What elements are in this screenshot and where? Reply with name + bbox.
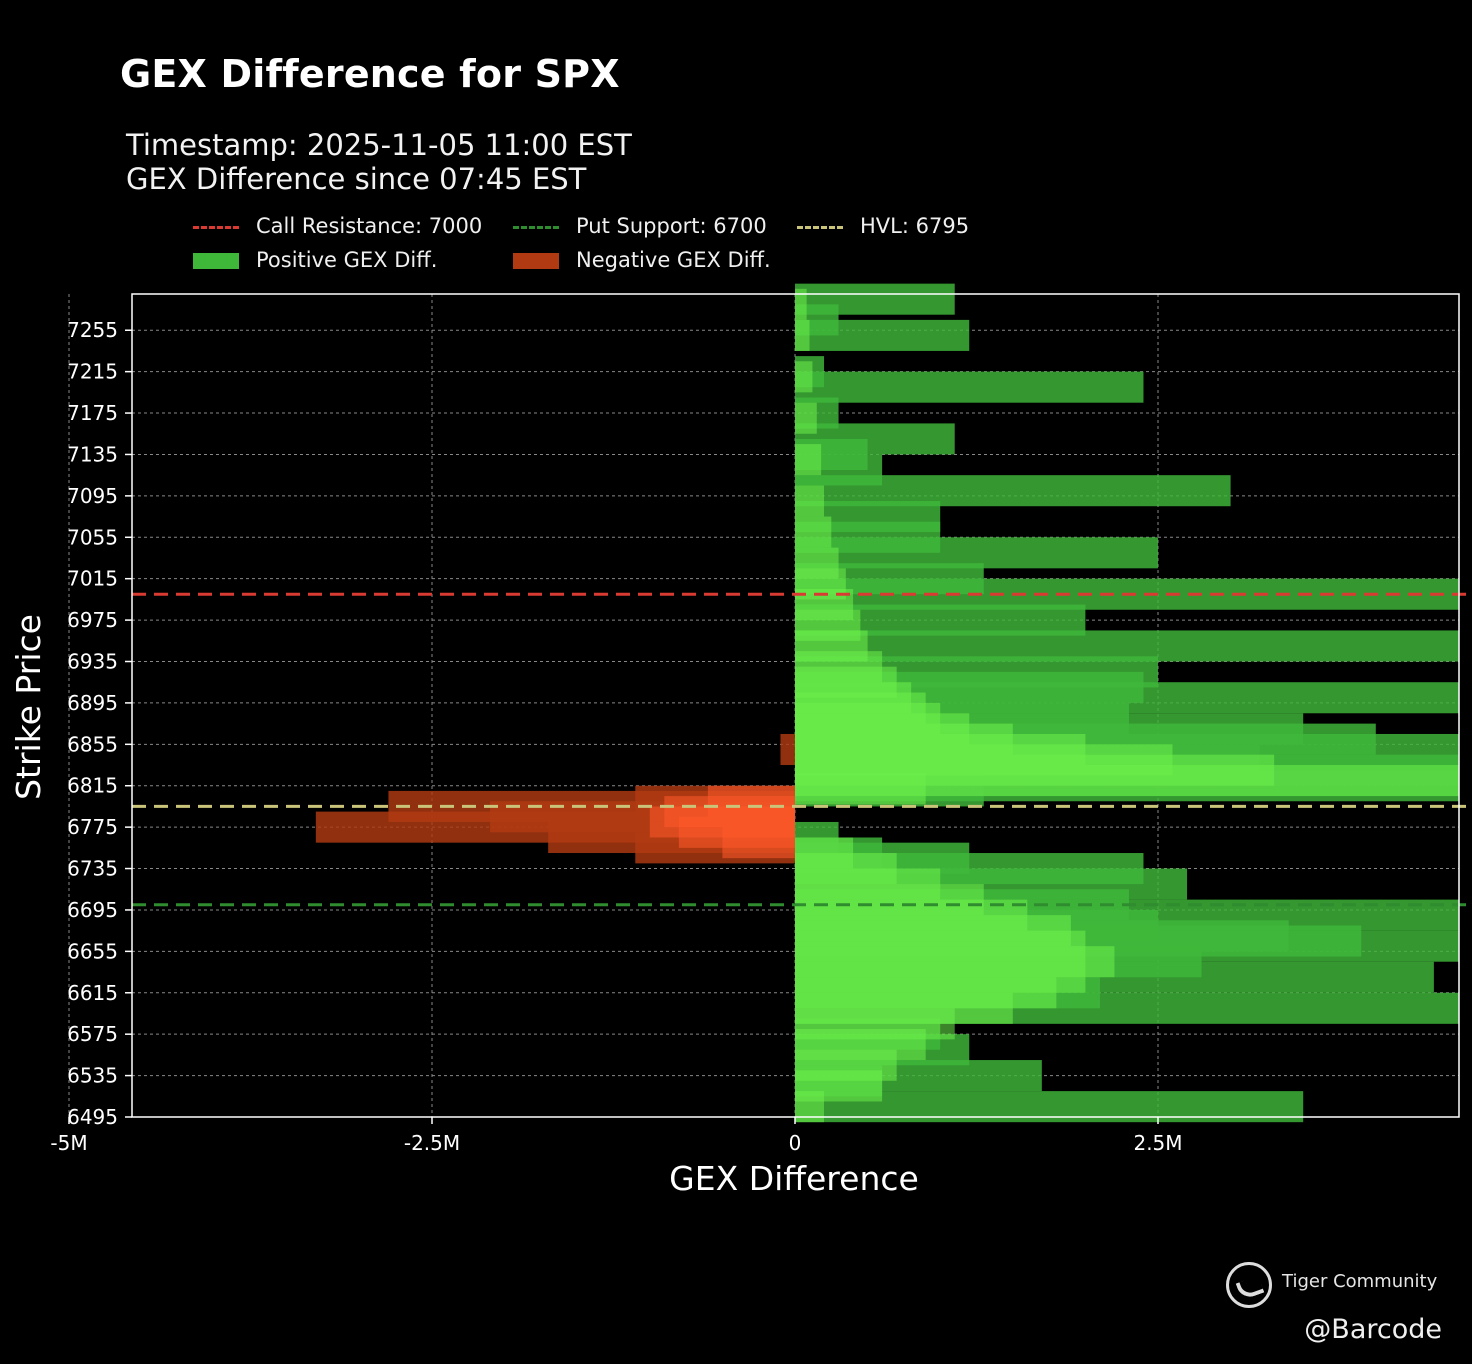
y-tick-label: 6735 [67,857,118,881]
positive-bar-core [795,485,825,517]
y-tick-label: 6495 [67,1105,118,1129]
y-tick-label: 6655 [67,939,118,963]
legend-put-line [513,226,559,229]
y-tick-label: 6775 [67,815,118,839]
x-tick-label: 0 [789,1131,802,1155]
legend-positive-label: Positive GEX Diff. [256,248,438,272]
y-tick-label: 6815 [67,774,118,798]
watermark-handle: @Barcode [1304,1314,1442,1345]
reference-lines [132,592,1472,907]
y-tick-label: 7175 [67,401,118,425]
x-axis-label: GEX Difference [669,1159,919,1198]
chart-title: GEX Difference for SPX [120,52,620,96]
positive-bar [795,371,1144,403]
x-tick-label: 2.5M [1133,1131,1182,1155]
y-tick-label: 7095 [67,484,118,508]
x-tick-label: -5M [50,1131,87,1155]
positive-bar-core [795,444,822,476]
y-tick-label: 6535 [67,1064,118,1088]
legend-call-line [193,226,239,229]
y-axis-label: Strike Price [9,614,48,800]
positive-bar-core [795,402,817,434]
legend-negative-label: Negative GEX Diff. [576,248,771,272]
positive-bar-core [795,516,832,548]
chart-subtitle-timestamp: Timestamp: 2025-11-05 11:00 EST [126,128,632,162]
y-tick-label: 6895 [67,691,118,715]
legend-hvl-label: HVL: 6795 [860,214,970,238]
y-tick-label: 6575 [67,1022,118,1046]
y-tick-label: 6695 [67,898,118,922]
legend-hvl-line [797,226,843,229]
positive-bar-core [795,547,839,579]
positive-bar-core [795,361,813,393]
y-tick-label: 7055 [67,525,118,549]
legend-positive-patch [193,253,239,269]
legend-call-label: Call Resistance: 7000 [256,214,483,238]
x-tick-label: -2.5M [404,1131,460,1155]
axis-ticks: -7.5M-5M-2.5M02.5M5M7.5M6495653565756615… [50,318,1182,1155]
positive-bar [795,283,955,315]
legend-put-label: Put Support: 6700 [576,214,767,238]
y-tick-label: 7135 [67,442,118,466]
watermark-brand: Tiger Community [1282,1271,1438,1292]
legend-negative-patch [513,253,559,269]
chart-subtitle-since: GEX Difference since 07:45 EST [126,162,587,196]
negative-bar [780,733,795,766]
y-tick-label: 6615 [67,981,118,1005]
watermark: Tiger Community @Barcode [1222,1262,1442,1352]
y-tick-label: 6935 [67,650,118,674]
positive-bar-core [795,319,810,351]
y-tick-label: 7255 [67,318,118,342]
negative-bar-core [707,785,795,817]
positive-bar-core [795,837,854,869]
y-tick-label: 6855 [67,732,118,756]
y-tick-label: 6975 [67,608,118,632]
tiger-community-logo-icon [1226,1262,1272,1308]
y-tick-label: 7015 [67,567,118,591]
positive-bar-core [795,288,807,320]
y-tick-label: 7215 [67,360,118,384]
